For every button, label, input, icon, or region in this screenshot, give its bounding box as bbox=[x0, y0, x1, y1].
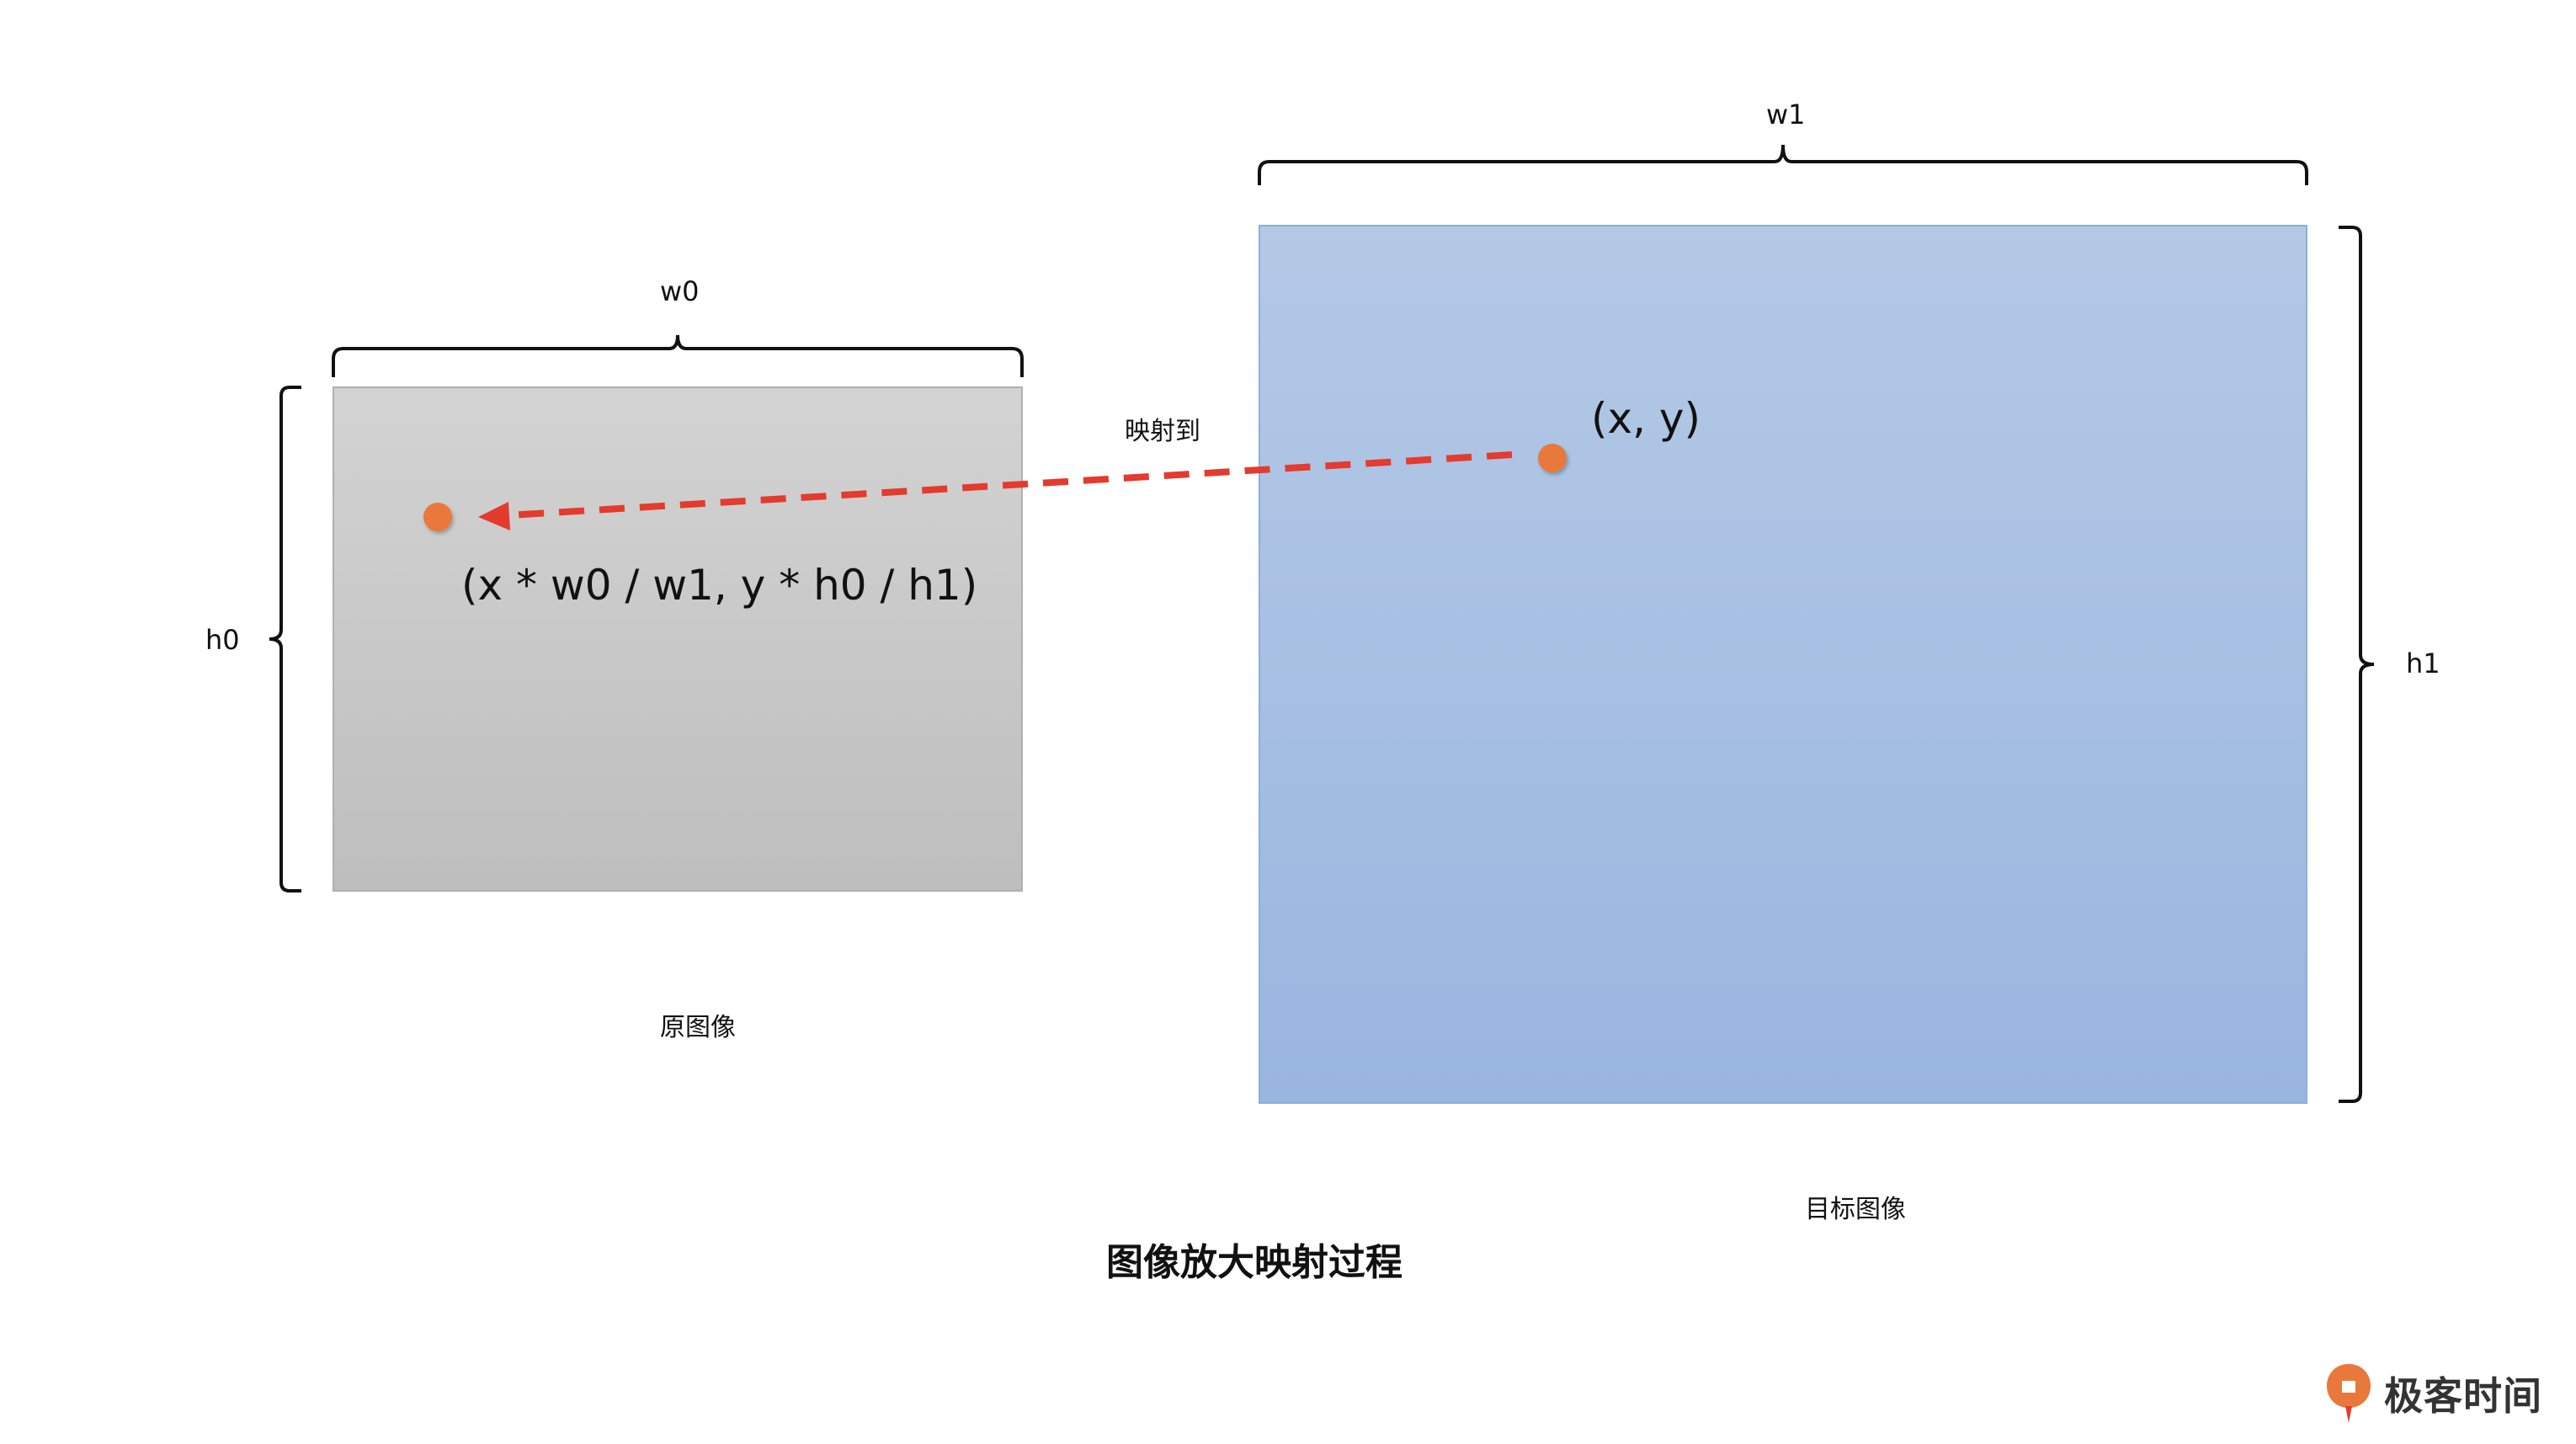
target-point-label: (x, y) bbox=[1591, 394, 1700, 443]
arrow-label: 映射到 bbox=[1125, 417, 1200, 446]
source-image-caption: 原图像 bbox=[660, 1013, 736, 1042]
w0-label: w0 bbox=[660, 275, 700, 307]
source-point bbox=[423, 503, 452, 531]
geektime-logo-icon bbox=[2327, 1364, 2371, 1423]
target-image-rect bbox=[1259, 225, 2307, 1104]
source-point-label: (x * w0 / w1, y * h0 / h1) bbox=[461, 561, 978, 610]
target-image-caption: 目标图像 bbox=[1805, 1195, 1906, 1224]
geektime-logo-text: 极客时间 bbox=[2384, 1373, 2542, 1419]
source-image-rect bbox=[333, 386, 1023, 892]
diagram-title: 图像放大映射过程 bbox=[1106, 1241, 1402, 1284]
w0-brace bbox=[332, 334, 1024, 377]
target-point bbox=[1538, 444, 1567, 472]
h1-brace bbox=[2339, 226, 2375, 1103]
h1-label: h1 bbox=[2406, 647, 2440, 679]
mapping-arrowhead bbox=[478, 502, 510, 530]
mapping-arrow-line bbox=[508, 451, 1513, 519]
w1-label: w1 bbox=[1766, 99, 1806, 131]
geektime-logo: 极客时间 bbox=[2323, 1356, 2542, 1431]
h0-label: h0 bbox=[205, 624, 240, 656]
w1-brace bbox=[1258, 144, 2308, 185]
h0-brace bbox=[269, 386, 301, 893]
